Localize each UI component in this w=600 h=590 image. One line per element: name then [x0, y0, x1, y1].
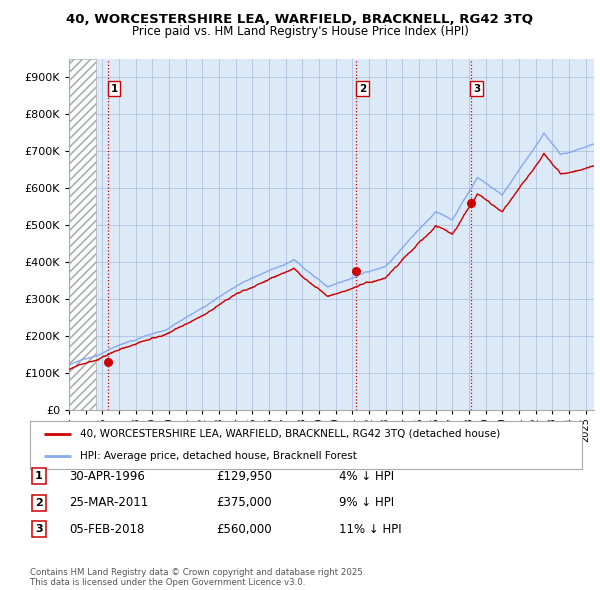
Text: 3: 3	[35, 525, 43, 534]
Text: 40, WORCESTERSHIRE LEA, WARFIELD, BRACKNELL, RG42 3TQ: 40, WORCESTERSHIRE LEA, WARFIELD, BRACKN…	[67, 13, 533, 26]
Text: 9% ↓ HPI: 9% ↓ HPI	[339, 496, 394, 509]
Text: 25-MAR-2011: 25-MAR-2011	[69, 496, 148, 509]
Text: HPI: Average price, detached house, Bracknell Forest: HPI: Average price, detached house, Brac…	[80, 451, 356, 461]
Text: 40, WORCESTERSHIRE LEA, WARFIELD, BRACKNELL, RG42 3TQ (detached house): 40, WORCESTERSHIRE LEA, WARFIELD, BRACKN…	[80, 429, 500, 439]
Text: 2: 2	[35, 498, 43, 507]
Text: 30-APR-1996: 30-APR-1996	[69, 470, 145, 483]
Text: 1: 1	[35, 471, 43, 481]
Text: £560,000: £560,000	[216, 523, 272, 536]
Polygon shape	[69, 59, 95, 410]
Text: 1: 1	[110, 84, 118, 94]
Point	[103, 358, 113, 367]
Point	[352, 267, 361, 276]
Text: 11% ↓ HPI: 11% ↓ HPI	[339, 523, 401, 536]
Text: 05-FEB-2018: 05-FEB-2018	[69, 523, 145, 536]
Text: Price paid vs. HM Land Registry's House Price Index (HPI): Price paid vs. HM Land Registry's House …	[131, 25, 469, 38]
Text: 2: 2	[359, 84, 366, 94]
Text: Contains HM Land Registry data © Crown copyright and database right 2025.
This d: Contains HM Land Registry data © Crown c…	[30, 568, 365, 587]
Text: £129,950: £129,950	[216, 470, 272, 483]
Text: £375,000: £375,000	[216, 496, 272, 509]
Point	[466, 198, 475, 208]
Text: 3: 3	[473, 84, 480, 94]
Text: 4% ↓ HPI: 4% ↓ HPI	[339, 470, 394, 483]
